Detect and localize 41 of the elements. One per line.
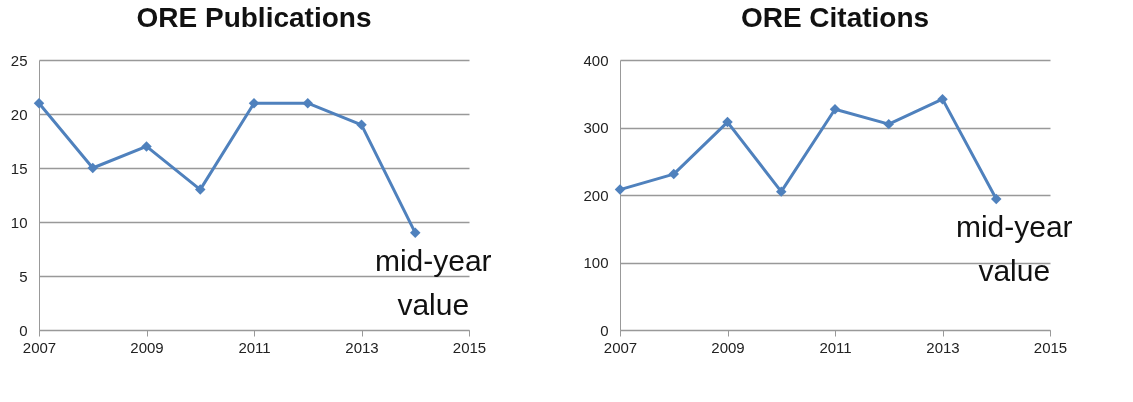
y-tick-label: 5	[19, 267, 28, 285]
y-tick-label: 0	[600, 321, 609, 339]
point	[33, 97, 45, 109]
point	[356, 119, 367, 131]
chart-title: ORE Citations	[740, 2, 930, 33]
y-tick-label: 20	[10, 105, 28, 123]
annotation: mid-year value	[955, 210, 1073, 288]
x-tick-label: 2011	[238, 338, 271, 356]
x-tick-label: 2013	[345, 338, 379, 356]
point	[248, 97, 260, 109]
x-tick-label: 2013	[926, 338, 960, 356]
point	[722, 116, 733, 128]
point	[776, 186, 787, 197]
point	[614, 184, 626, 195]
y-tick-label: 10	[10, 213, 28, 231]
y-tick-label: 15	[10, 159, 28, 177]
y-tick-label: 400	[583, 51, 609, 69]
point	[883, 118, 894, 130]
annotation: mid-year value	[374, 243, 492, 321]
x-tick-label: 2011	[819, 338, 852, 356]
point	[668, 168, 679, 180]
point	[991, 193, 1002, 205]
y-tick-label: 0	[19, 321, 28, 339]
x-tick-label: 2015	[452, 338, 487, 356]
y-tick-label: 25	[10, 51, 28, 69]
point	[410, 227, 421, 239]
point	[87, 162, 98, 174]
y-tick-label: 100	[583, 254, 609, 271]
x-tick-label: 2009	[130, 338, 164, 356]
x-tick-label: 2007	[603, 338, 638, 356]
x-tick-label: 2009	[711, 338, 745, 356]
point	[195, 184, 206, 195]
point	[141, 141, 152, 152]
x-tick-label: 2007	[22, 338, 57, 356]
point	[829, 104, 841, 115]
x-tick-label: 2015	[1033, 338, 1068, 356]
point	[302, 97, 313, 109]
y-tick-label: 200	[583, 186, 609, 204]
point	[937, 93, 948, 105]
y-tick-label: 300	[583, 119, 609, 136]
chart-title: ORE Publications	[136, 2, 372, 33]
